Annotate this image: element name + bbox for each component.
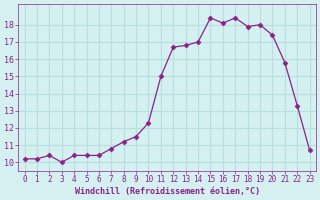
X-axis label: Windchill (Refroidissement éolien,°C): Windchill (Refroidissement éolien,°C) xyxy=(75,187,260,196)
